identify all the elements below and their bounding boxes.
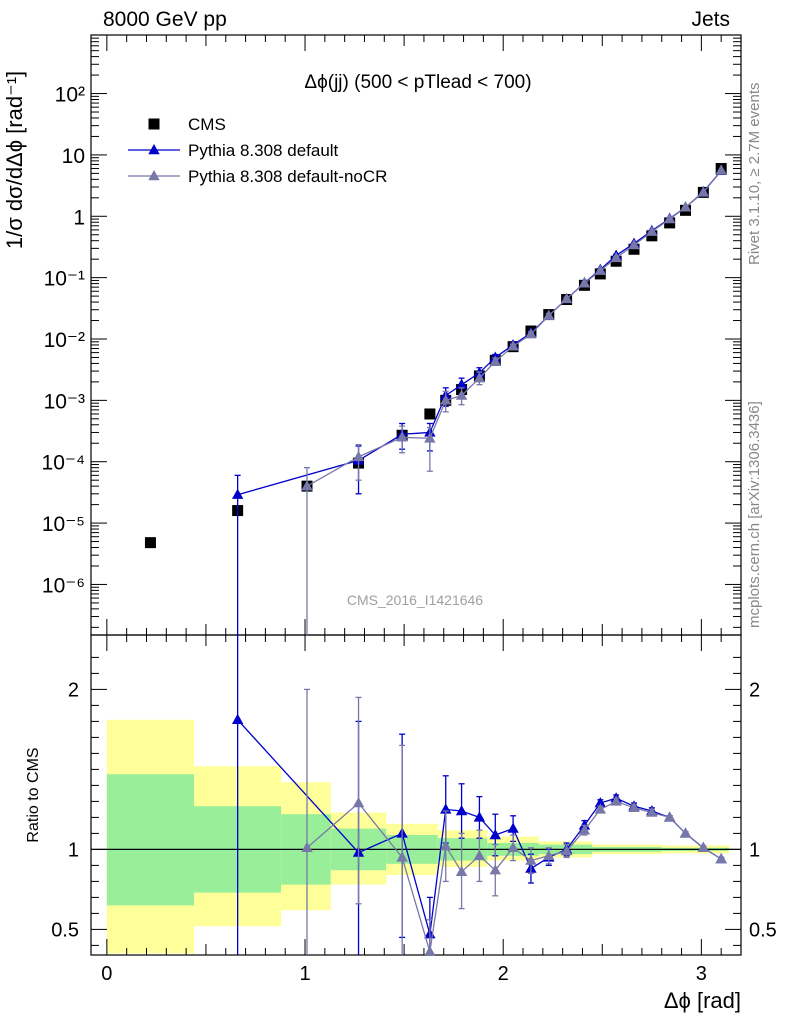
- y-tick-label-3: 10⁻³: [44, 390, 85, 413]
- x-tick-label-2: 2: [498, 963, 509, 985]
- main-marker-2-7: [489, 355, 501, 366]
- main-point-0-0: [144, 537, 156, 549]
- y-tick-label-4: 10⁻²: [44, 329, 85, 352]
- main-series-0: [144, 163, 727, 549]
- legend: CMS Pythia 8.308 default Pythia 8.308 defa…: [128, 115, 387, 186]
- x-axis-label: Δϕ [rad]: [664, 988, 741, 1013]
- ratio-plot-frame: [90, 634, 742, 956]
- ratio-marker-0-0: [231, 713, 244, 724]
- legend-marker-1: [148, 144, 160, 155]
- ratio-marker-1-19: [697, 841, 710, 852]
- ratio-series-1: [301, 688, 727, 956]
- ratio-marker-1-3: [424, 945, 436, 956]
- plot-title: Δϕ(jj) (500 < pTlead < 700): [304, 72, 531, 93]
- main-marker-2-8: [507, 340, 519, 351]
- ratio-marker-1-18: [679, 827, 692, 838]
- main-marker-2-14: [610, 251, 622, 263]
- ratio-marker-1-10: [543, 849, 555, 860]
- ratio-marker-1-4: [440, 840, 452, 851]
- main-marker-2-0: [301, 480, 313, 491]
- ratio-marker-1-16: [646, 806, 658, 817]
- main-line-2: [306, 169, 722, 487]
- main-marker-2-20: [715, 164, 727, 175]
- ratio-marker-0-7: [489, 829, 501, 840]
- main-marker-2-3: [424, 432, 436, 443]
- main-marker-2-12: [578, 277, 591, 288]
- main-marker-1-5: [455, 378, 468, 389]
- ratio-marker-0-6: [473, 811, 486, 822]
- ratio-marker-0-13: [594, 797, 606, 808]
- main-marker-2-16: [646, 225, 658, 236]
- ratio-y-tick-label-left-0: 0.5: [51, 919, 79, 941]
- ratio-marker-1-0: [301, 841, 313, 852]
- ratio-marker-1-2: [396, 851, 408, 862]
- ratio-marker-1-20: [715, 853, 727, 864]
- uncertainty-bands: [106, 719, 730, 954]
- ratio-marker-0-5: [455, 805, 468, 816]
- legend-marker-2: [148, 170, 160, 181]
- y-tick-label-5: 10⁻¹: [44, 268, 85, 291]
- main-marker-2-18: [679, 201, 692, 212]
- ratio-marker-1-12: [578, 824, 591, 835]
- y-tick-label-2: 10⁻⁴: [42, 452, 85, 475]
- main-marker-2-9: [525, 328, 537, 339]
- main-line-1: [237, 170, 722, 496]
- ratio-y-tick-label-left-2: 2: [68, 679, 79, 701]
- main-point-0-5: [424, 408, 436, 420]
- ratio-y-axis-label: Ratio to CMS: [25, 747, 42, 842]
- ratio-y-tick-label-left-1: 1: [68, 839, 79, 861]
- y-tick-label-6: 1: [73, 206, 85, 229]
- legend-label-2: Pythia 8.308 default-noCR: [188, 167, 387, 186]
- y-tick-label-1: 10⁻⁵: [42, 513, 85, 536]
- ratio-marker-1-6: [473, 849, 486, 860]
- legend-label-0: CMS: [188, 115, 226, 134]
- ratio-marker-1-5: [455, 865, 468, 876]
- ratio-marker-1-17: [663, 811, 676, 822]
- ratio-marker-1-11: [560, 845, 573, 856]
- ratio-y-tick-label-right-0: 0.5: [749, 919, 777, 941]
- y-tick-label-7: 10: [62, 145, 85, 168]
- main-series-2: [301, 164, 727, 635]
- x-tick-label-1: 1: [299, 963, 310, 985]
- main-marker-2-2: [396, 431, 408, 442]
- legend-label-1: Pythia 8.308 default: [188, 141, 339, 160]
- header-left-label: 8000 GeV pp: [103, 8, 227, 31]
- main-marker-2-10: [543, 309, 555, 320]
- y-tick-label-8: 10²: [55, 84, 85, 107]
- analysis-watermark: CMS_2016_I1421646: [347, 592, 483, 608]
- main-marker-1-0: [231, 488, 244, 499]
- header-right-label: Jets: [691, 8, 730, 31]
- y-axis-label: 1/σ dσ/dΔϕ [rad⁻¹]: [2, 71, 27, 249]
- band-inner-0: [106, 774, 195, 906]
- ratio-marker-0-8: [507, 822, 519, 833]
- ratio-marker-1-9: [525, 854, 537, 865]
- y-tick-label-0: 10⁻⁶: [42, 574, 85, 597]
- axis-ticks: [91, 34, 741, 955]
- ratio-marker-1-14: [610, 795, 622, 806]
- main-marker-2-6: [473, 372, 486, 383]
- legend-marker-0: [148, 118, 160, 130]
- main-marker-2-4: [440, 394, 452, 405]
- ratio-marker-1-8: [507, 841, 519, 852]
- ratio-marker-1-1: [352, 797, 365, 808]
- main-marker-2-11: [560, 292, 573, 304]
- main-marker-2-1: [352, 450, 365, 462]
- main-marker-2-5: [455, 389, 468, 400]
- main-marker-2-19: [697, 186, 710, 197]
- ratio-marker-1-13: [594, 803, 606, 814]
- ratio-y-tick-label-right-1: 1: [749, 839, 760, 861]
- main-marker-2-13: [594, 264, 606, 275]
- main-point-0-17: [628, 243, 640, 255]
- x-tick-label-0: 0: [101, 963, 112, 985]
- ratio-marker-1-7: [489, 864, 501, 875]
- ratio-marker-1-15: [628, 801, 640, 812]
- main-marker-2-15: [628, 239, 640, 250]
- main-marker-2-17: [663, 213, 676, 224]
- x-tick-label-3: 3: [696, 963, 707, 985]
- ratio-y-tick-label-right-2: 2: [749, 679, 760, 701]
